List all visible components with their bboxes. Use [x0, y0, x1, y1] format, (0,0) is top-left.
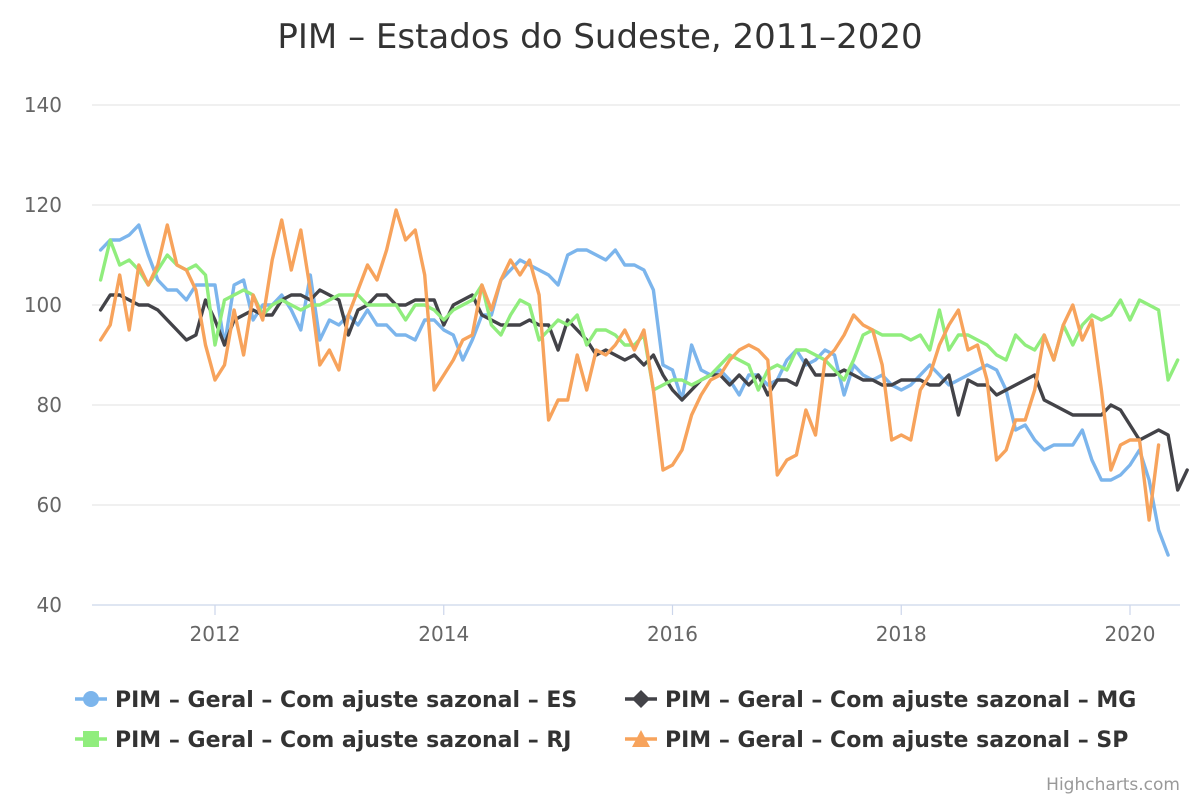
legend-label: PIM – Geral – Com ajuste sazonal – RJ [115, 728, 572, 753]
credits-link[interactable]: Highcharts.com [1046, 775, 1180, 795]
legend-label: PIM – Geral – Com ajuste sazonal – MG [665, 688, 1136, 713]
y-tick-label: 120 [24, 193, 62, 217]
y-tick-label: 140 [24, 93, 62, 117]
chart-title: PIM – Estados do Sudeste, 2011–2020 [277, 17, 922, 57]
x-tick-label: 2012 [190, 622, 241, 646]
x-tick-label: 2018 [876, 622, 927, 646]
legend-marker-circle-icon [83, 691, 99, 707]
legend-item-2[interactable]: PIM – Geral – Com ajuste sazonal – MG [625, 688, 1136, 713]
y-tick-label: 80 [37, 393, 62, 417]
x-tick-label: 2016 [647, 622, 698, 646]
series-line-1[interactable] [98, 223, 1170, 557]
x-axis: 2012 2014 2016 2018 2020 [190, 605, 1156, 646]
x-tick-label: 2020 [1105, 622, 1156, 646]
y-tick-label: 60 [37, 493, 62, 517]
legend[interactable]: PIM – Geral – Com ajuste sazonal – ES PIM… [75, 688, 1136, 753]
series-line-4[interactable] [98, 208, 1161, 522]
legend-label: PIM – Geral – Com ajuste sazonal – ES [115, 688, 577, 713]
y-tick-label: 100 [24, 293, 62, 317]
legend-label: PIM – Geral – Com ajuste sazonal – SP [665, 728, 1128, 753]
legend-marker-triangle-icon [632, 730, 650, 747]
legend-item-3[interactable]: PIM – Geral – Com ajuste sazonal – RJ [75, 728, 572, 753]
legend-item-4[interactable]: PIM – Geral – Com ajuste sazonal – SP [625, 728, 1128, 753]
legend-marker-diamond-icon [632, 690, 650, 708]
y-axis: 40 60 80 100 120 140 [24, 93, 62, 617]
legend-item-1[interactable]: PIM – Geral – Com ajuste sazonal – ES [75, 688, 577, 713]
plot-area [98, 208, 1189, 557]
y-tick-label: 40 [37, 593, 62, 617]
legend-marker-square-icon [83, 731, 99, 747]
x-tick-label: 2014 [418, 622, 469, 646]
